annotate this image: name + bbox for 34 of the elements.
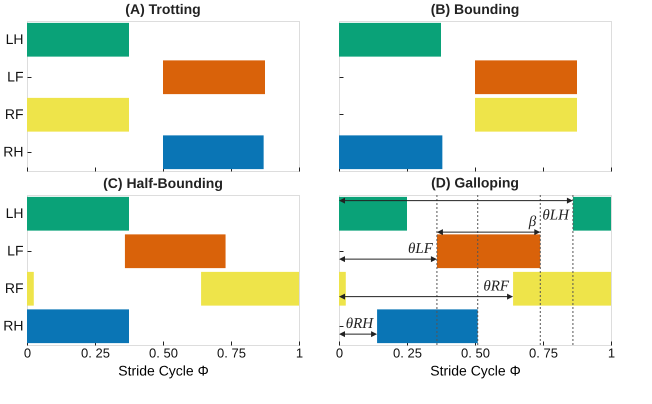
y-tick-label: LH: [6, 204, 24, 221]
x-tick-label: 0. 75: [217, 346, 246, 360]
x-tick-label: 1: [296, 346, 304, 360]
bar: [201, 272, 299, 306]
y-tick-label: LH: [6, 30, 24, 47]
bar: [124, 234, 226, 268]
x-tick-label: 0. 75: [529, 346, 558, 360]
x-tick-label: 0: [336, 346, 344, 360]
y-tick-label: RF: [4, 106, 24, 122]
x-tick-label: 0. 25: [81, 346, 110, 360]
x-tick-label: 0. 25: [393, 346, 422, 360]
chart-title: (A) Trotting: [125, 1, 201, 17]
bar: [27, 196, 129, 231]
chart-title: (C) Half-Bounding: [103, 175, 223, 191]
y-tick-label: RF: [4, 280, 24, 296]
x-tick-label: 0. 50: [149, 346, 178, 360]
x-axis-title: Stride Cycle Φ: [430, 362, 521, 378]
chart-title: (B) Bounding: [430, 1, 520, 17]
annotation: θLF: [408, 241, 434, 258]
annotation: θRF: [483, 278, 510, 295]
x-axis-title: Stride Cycle Φ: [118, 362, 209, 378]
annotation: θRH: [346, 316, 374, 332]
annotation: β: [528, 214, 537, 230]
y-tick-label: RH: [3, 143, 24, 160]
bar: [27, 309, 129, 344]
x-tick-label: 1: [608, 346, 616, 360]
annotation: θLH: [542, 208, 570, 224]
x-tick-label: 0: [24, 346, 32, 360]
chart-title: (D) Galloping: [431, 174, 519, 190]
bar: [377, 309, 478, 344]
y-tick-label: RH: [3, 317, 24, 334]
y-tick-label: LF: [7, 242, 24, 258]
y-tick-label: LF: [7, 68, 24, 84]
x-tick-label: 0. 50: [461, 346, 490, 360]
